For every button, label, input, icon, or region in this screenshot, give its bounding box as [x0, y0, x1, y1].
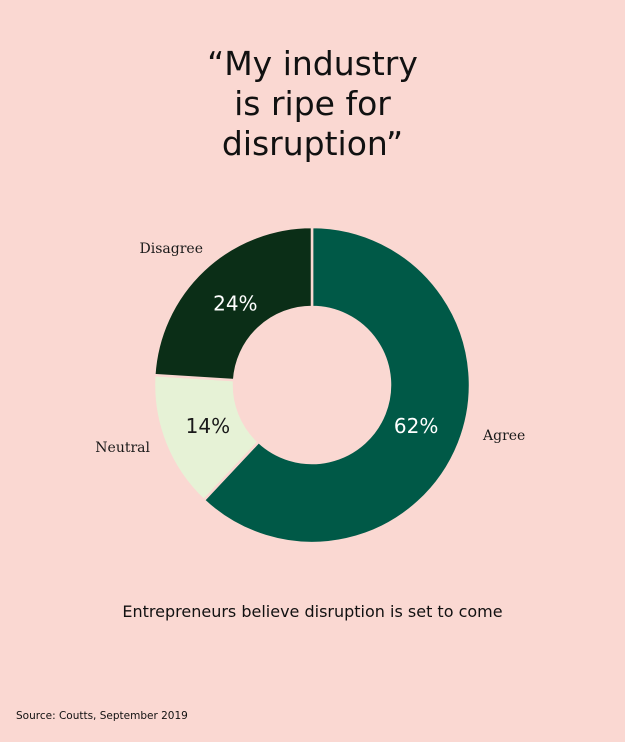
- chart-title-line-2: is ripe for: [234, 84, 391, 123]
- slice-name-label-agree: Agree: [482, 428, 525, 444]
- slice-name-label-neutral: Neutral: [95, 440, 150, 456]
- chart-title-line-3: disruption”: [221, 124, 404, 163]
- chart-subtitle: Entrepreneurs believe disruption is set …: [122, 602, 503, 621]
- chart-title-line-1: “My industry: [207, 44, 418, 83]
- slice-value-label-neutral: 14%: [186, 414, 230, 438]
- slice-agree: [202, 225, 472, 545]
- slice-value-label-agree: 62%: [394, 414, 438, 438]
- slice-name-label-disagree: Disagree: [140, 241, 203, 257]
- source-note: Source: Coutts, September 2019: [16, 710, 188, 722]
- chart-title: “My industry is ripe for disruption”: [0, 44, 625, 164]
- slice-value-label-disagree: 24%: [213, 291, 257, 315]
- slice-disagree: [152, 225, 314, 382]
